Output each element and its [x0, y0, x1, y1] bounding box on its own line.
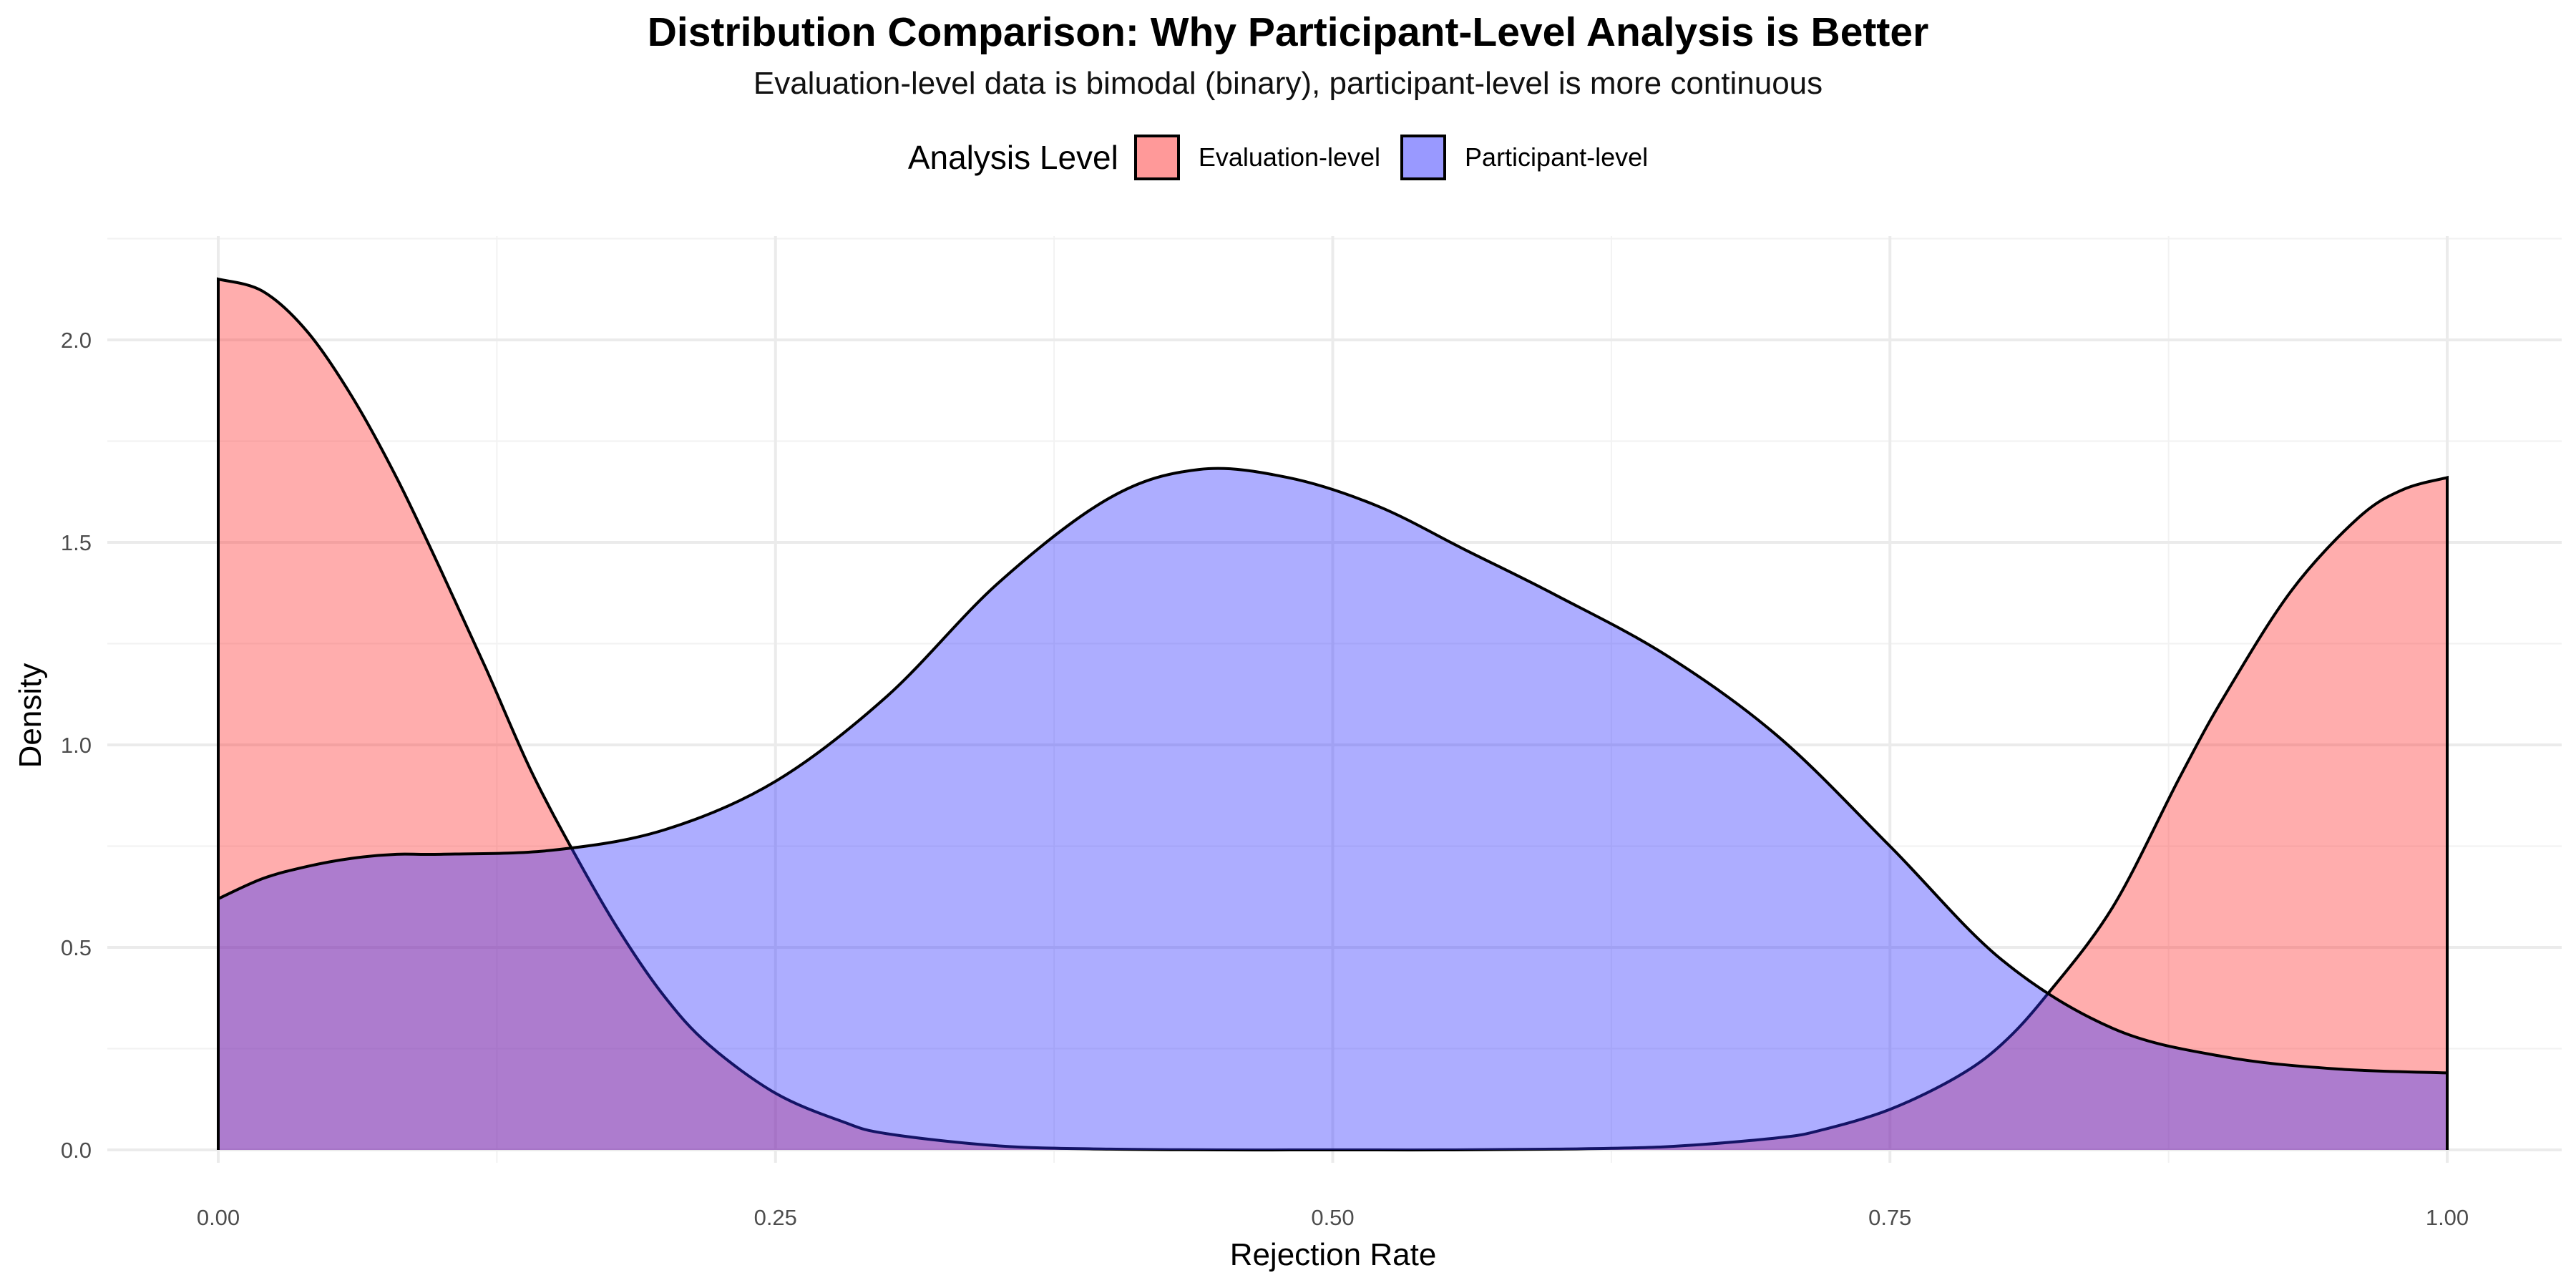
y-tick-label: 2.0: [61, 328, 92, 353]
density-fill-participant-level: [218, 468, 2447, 1150]
x-axis-title: Rejection Rate: [1230, 1237, 1437, 1272]
y-tick-label: 1.5: [61, 530, 92, 555]
legend-label-evaluation-level: Evaluation-level: [1198, 142, 1381, 172]
tick-labels: 0.00 0.25 0.50 0.75 1.00 0.0 0.5 1.0 1.5 2.0: [61, 328, 2469, 1230]
density-outline-evaluation-level: [217, 277, 2449, 1152]
density-outline-participant-level: [217, 467, 2449, 1150]
density-fill-evaluation-level: [218, 279, 2447, 1151]
density-areas: [217, 277, 2449, 1152]
x-tick-label: 1.00: [2426, 1205, 2469, 1230]
y-tick-label: 1.0: [61, 733, 92, 758]
legend-label-participant-level: Participant-level: [1465, 142, 1649, 172]
legend: Analysis Level Evaluation-level Particip…: [0, 135, 2576, 180]
chart-subtitle: Evaluation-level data is bimodal (binary…: [753, 66, 1823, 101]
x-tick-label: 0.00: [197, 1205, 240, 1230]
legend-key-participant-level: [1400, 135, 1447, 180]
legend-item-participant-level: Participant-level: [1400, 135, 1648, 180]
y-tick-label: 0.0: [61, 1138, 92, 1163]
legend-key-evaluation-level: [1133, 135, 1180, 180]
y-axis-title: Density: [13, 663, 48, 769]
x-tick-label: 0.75: [1868, 1205, 1911, 1230]
legend-item-evaluation-level: Evaluation-level: [1133, 135, 1381, 180]
x-tick-label: 0.25: [754, 1205, 797, 1230]
y-tick-label: 0.5: [61, 935, 92, 960]
x-tick-label: 0.50: [1311, 1205, 1354, 1230]
grid-lines: [107, 236, 2562, 1163]
legend-title: Analysis Level: [907, 139, 1118, 176]
chart-title: Distribution Comparison: Why Participant…: [647, 9, 1929, 55]
